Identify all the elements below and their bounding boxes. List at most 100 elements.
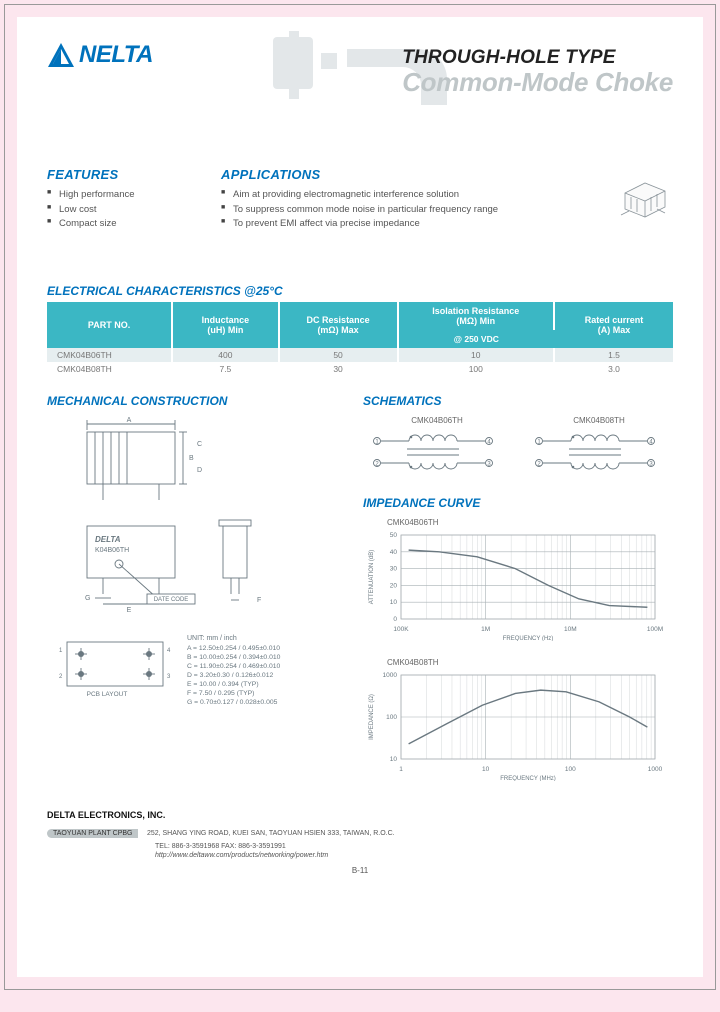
elec-col-inductance: Inductance(uH) Min <box>172 302 278 348</box>
header-title-line1: THROUGH-HOLE TYPE <box>402 47 673 69</box>
impedance-chart-2-label: CMK04B08TH <box>387 658 673 667</box>
elec-title: ELECTRICAL CHARACTERISTICS @25°C <box>47 284 673 298</box>
mech-section: MECHANICAL CONSTRUCTION A BD C DELTA K04B06T… <box>47 394 347 798</box>
elec-col-rated: Rated current(A) Max <box>554 302 673 348</box>
svg-text:10: 10 <box>482 766 490 773</box>
table-cell: 50 <box>279 348 398 362</box>
delta-logo-mark-icon <box>47 42 75 68</box>
svg-text:1M: 1M <box>481 626 490 633</box>
header: NELTA THROUGH-HOLE TYPE Common-Mode Chok… <box>47 41 673 161</box>
applications-list: Aim at providing electromagnetic interfe… <box>221 188 673 232</box>
table-row: CMK04B06TH40050101.5 <box>47 348 673 362</box>
table-cell: CMK04B06TH <box>47 348 172 362</box>
footer-address: 252, SHANG YING ROAD, KUEI SAN, TAOYUAN … <box>147 830 395 837</box>
schematic-2-svg: 1234 <box>525 427 665 477</box>
table-cell: 400 <box>172 348 278 362</box>
schematics-title: SCHEMATICS <box>363 394 673 408</box>
impedance-chart-1: CMK04B06TH 100K1M10M100M01020304050ATTEN… <box>363 518 673 646</box>
table-cell: CMK04B08TH <box>47 362 172 376</box>
table-row: CMK04B08TH7.5301003.0 <box>47 362 673 376</box>
svg-text:4: 4 <box>167 648 171 654</box>
table-cell: 100 <box>398 362 555 376</box>
svg-text:A = 12.50±0.254 / 0.495±0.010: A = 12.50±0.254 / 0.495±0.010 <box>187 645 280 652</box>
svg-text:40: 40 <box>390 549 398 556</box>
svg-text:DATE CODE: DATE CODE <box>154 597 189 603</box>
svg-text:UNIT: mm / inch: UNIT: mm / inch <box>187 635 237 642</box>
svg-text:F = 7.50 / 0.295 (TYP): F = 7.50 / 0.295 (TYP) <box>187 690 254 697</box>
applications-title: APPLICATIONS <box>221 167 673 182</box>
svg-text:1: 1 <box>59 648 63 654</box>
svg-text:G: G <box>85 595 90 602</box>
svg-text:100M: 100M <box>647 626 663 633</box>
svg-text:A: A <box>127 417 132 424</box>
svg-text:DELTA: DELTA <box>95 535 121 544</box>
svg-text:2: 2 <box>59 674 63 680</box>
svg-text:IMPEDANCE (Ω): IMPEDANCE (Ω) <box>369 694 375 740</box>
svg-text:C: C <box>197 441 202 448</box>
elec-col-partno: PART NO. <box>47 302 172 348</box>
mech-title: MECHANICAL CONSTRUCTION <box>47 394 347 408</box>
table-cell: 1.5 <box>554 348 673 362</box>
features-applications-row: FEATURES High performance Low cost Compa… <box>47 167 673 232</box>
elec-table: PART NO. Inductance(uH) Min DC Resistanc… <box>47 302 673 376</box>
page-border: NELTA THROUGH-HOLE TYPE Common-Mode Chok… <box>4 4 716 990</box>
elec-col-isolation-sub: @ 250 VDC <box>398 330 555 348</box>
svg-text:1: 1 <box>399 766 403 773</box>
right-column: SCHEMATICS CMK04B06TH 1234 CMK04B08TH 12… <box>363 394 673 798</box>
delta-logo-text: NELTA <box>79 41 153 69</box>
header-title: THROUGH-HOLE TYPE Common-Mode Choke <box>402 47 673 98</box>
elec-col-dcr: DC Resistance(mΩ) Max <box>279 302 398 348</box>
svg-text:C = 11.90±0.254 / 0.469±0.010: C = 11.90±0.254 / 0.469±0.010 <box>187 663 281 670</box>
impedance-chart-2: CMK04B08TH 1101001000101001000IMPEDANCE … <box>363 658 673 786</box>
footer-plant: TAOYUAN PLANT CPBG <box>47 829 138 838</box>
footer-company: DELTA ELECTRONICS, INC. <box>47 810 673 820</box>
svg-text:100: 100 <box>386 714 397 721</box>
application-item: To prevent EMI affect via precise impeda… <box>221 217 673 232</box>
footer-url: http://www.deltaww.com/products/networki… <box>155 851 673 860</box>
elec-table-body: CMK04B06TH40050101.5CMK04B08TH7.5301003.… <box>47 348 673 376</box>
svg-text:D: D <box>197 467 202 474</box>
svg-text:10: 10 <box>390 756 398 763</box>
elec-col-isolation: Isolation Resistance(MΩ) Min <box>398 302 555 330</box>
footer: DELTA ELECTRONICS, INC. TAOYUAN PLANT CP… <box>47 810 673 875</box>
schematic-1: CMK04B06TH 1234 <box>363 416 511 482</box>
impedance-chart-2-svg: 1101001000101001000IMPEDANCE (Ω)FREQUENC… <box>363 669 663 781</box>
svg-text:100K: 100K <box>393 626 409 633</box>
svg-text:E = 10.00 / 0.394 (TYP): E = 10.00 / 0.394 (TYP) <box>187 681 259 688</box>
svg-text:1000: 1000 <box>648 766 663 773</box>
impedance-chart-1-svg: 100K1M10M100M01020304050ATTENUATION (dB)… <box>363 529 663 641</box>
features-title: FEATURES <box>47 167 197 182</box>
svg-text:K04B06TH: K04B06TH <box>95 547 129 554</box>
svg-text:10: 10 <box>390 599 398 606</box>
table-cell: 10 <box>398 348 555 362</box>
page: NELTA THROUGH-HOLE TYPE Common-Mode Chok… <box>0 4 720 990</box>
application-item: To suppress common mode noise in particu… <box>221 203 673 218</box>
impedance-chart-1-label: CMK04B06TH <box>387 518 673 527</box>
svg-text:10M: 10M <box>564 626 577 633</box>
header-title-line2: Common-Mode Choke <box>402 67 673 98</box>
footer-contact: TEL: 886-3-3591968 FAX: 886-3-3591991 ht… <box>155 842 673 860</box>
schematic-1-svg: 1234 <box>363 427 503 477</box>
page-number: B-11 <box>47 866 673 875</box>
schematic-2-label: CMK04B08TH <box>525 416 673 425</box>
svg-text:50: 50 <box>390 532 398 539</box>
applications-section: APPLICATIONS Aim at providing electromag… <box>221 167 673 232</box>
svg-text:0: 0 <box>393 616 397 623</box>
feature-item: Compact size <box>47 217 197 232</box>
svg-text:FREQUENCY (MHz): FREQUENCY (MHz) <box>500 776 556 781</box>
elec-table-head: PART NO. Inductance(uH) Min DC Resistanc… <box>47 302 673 348</box>
svg-text:B: B <box>189 455 194 462</box>
page-card: NELTA THROUGH-HOLE TYPE Common-Mode Chok… <box>17 17 703 977</box>
application-item: Aim at providing electromagnetic interfe… <box>221 188 673 203</box>
svg-text:3: 3 <box>167 674 171 680</box>
svg-text:FREQUENCY (Hz): FREQUENCY (Hz) <box>503 636 554 641</box>
schematic-1-label: CMK04B06TH <box>363 416 511 425</box>
svg-text:B = 10.00±0.254 / 0.394±0.010: B = 10.00±0.254 / 0.394±0.010 <box>187 654 281 661</box>
svg-text:1000: 1000 <box>383 672 398 679</box>
svg-text:100: 100 <box>565 766 576 773</box>
impedance-title: IMPEDANCE CURVE <box>363 496 673 510</box>
svg-text:PCB LAYOUT: PCB LAYOUT <box>87 691 128 698</box>
svg-text:D = 3.20±0.30 / 0.126±0.012: D = 3.20±0.30 / 0.126±0.012 <box>187 672 273 679</box>
footer-tel: TEL: 886-3-3591968 FAX: 886-3-3591991 <box>155 842 673 851</box>
table-cell: 7.5 <box>172 362 278 376</box>
